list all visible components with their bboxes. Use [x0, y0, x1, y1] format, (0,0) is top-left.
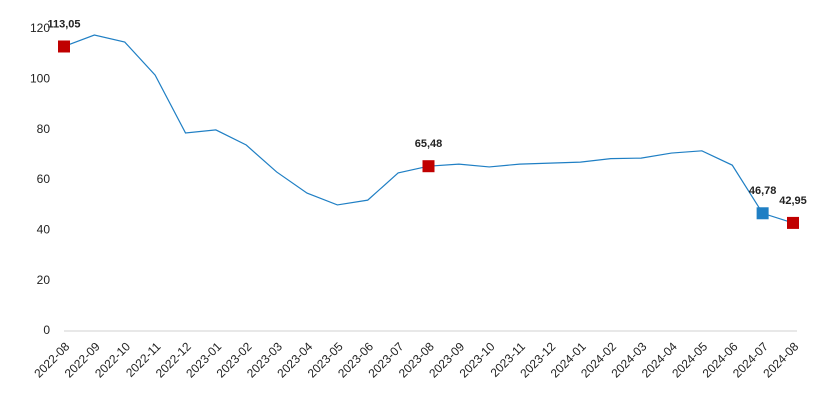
- data-label: 65,48: [415, 138, 443, 150]
- marker: [787, 216, 799, 229]
- data-label: 46,78: [749, 185, 777, 197]
- y-tick-label: 120: [30, 21, 50, 35]
- y-tick-label: 60: [37, 172, 51, 186]
- y-tick-label: 100: [30, 72, 50, 86]
- marker: [58, 40, 70, 53]
- y-tick-label: 40: [37, 223, 51, 237]
- data-label: 42,95: [779, 195, 807, 207]
- y-tick-label: 80: [37, 122, 51, 136]
- marker: [422, 160, 435, 173]
- marker: [756, 207, 769, 220]
- y-tick-label: 0: [43, 323, 50, 337]
- data-label: 113,05: [47, 18, 80, 30]
- y-tick-label: 20: [37, 273, 51, 287]
- line: [63, 34, 794, 224]
